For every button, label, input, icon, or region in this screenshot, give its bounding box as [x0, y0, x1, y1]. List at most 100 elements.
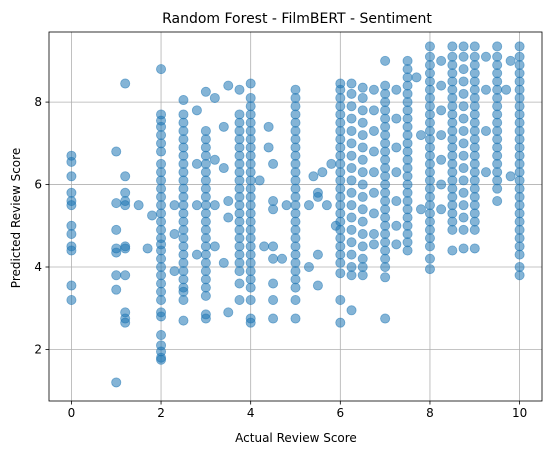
scatter-point — [335, 158, 346, 169]
scatter-point — [346, 163, 357, 174]
scatter-point — [447, 51, 458, 62]
scatter-point — [368, 229, 379, 240]
scatter-point — [514, 68, 525, 79]
scatter-point — [234, 266, 245, 277]
scatter-point — [492, 84, 503, 95]
scatter-point — [380, 196, 391, 207]
x-tick-label: 2 — [157, 406, 165, 420]
scatter-point — [514, 191, 525, 202]
scatter-point — [469, 200, 480, 211]
scatter-point — [458, 150, 469, 161]
scatter-point — [505, 55, 516, 66]
scatter-point — [200, 216, 211, 227]
scatter-point — [480, 84, 491, 95]
scatter-point — [245, 117, 256, 128]
scatter-point — [156, 354, 167, 365]
scatter-point — [200, 142, 211, 153]
scatter-point — [245, 183, 256, 194]
scatter-point — [514, 241, 525, 252]
scatter-point — [200, 200, 211, 211]
scatter-point — [245, 266, 256, 277]
scatter-point — [234, 208, 245, 219]
scatter-point — [447, 150, 458, 161]
scatter-point — [447, 216, 458, 227]
scatter-point — [391, 167, 402, 178]
scatter-point — [156, 311, 167, 322]
scatter-point — [191, 158, 202, 169]
scatter-point — [357, 92, 368, 103]
scatter-point — [424, 84, 435, 95]
scatter-point — [200, 290, 211, 301]
scatter-point — [368, 208, 379, 219]
scatter-point — [234, 233, 245, 244]
scatter-point — [245, 191, 256, 202]
scatter-point — [335, 241, 346, 252]
scatter-point — [147, 210, 158, 221]
scatter-point — [402, 187, 413, 198]
scatter-point — [402, 105, 413, 116]
scatter-point — [169, 229, 180, 240]
scatter-point — [447, 167, 458, 178]
scatter-point — [178, 200, 189, 211]
scatter-point — [469, 142, 480, 153]
scatter-point — [447, 134, 458, 145]
scatter-point — [424, 125, 435, 136]
scatter-point — [402, 163, 413, 174]
scatter-point — [234, 117, 245, 128]
scatter-point — [480, 167, 491, 178]
scatter-point — [402, 72, 413, 83]
scatter-point — [178, 117, 189, 128]
scatter-point — [234, 241, 245, 252]
scatter-point — [200, 167, 211, 178]
scatter-point — [492, 167, 503, 178]
scatter-point — [380, 237, 391, 248]
scatter-point — [218, 121, 229, 132]
scatter-point — [357, 167, 368, 178]
scatter-point — [402, 55, 413, 66]
scatter-point — [290, 142, 301, 153]
scatter-point — [402, 130, 413, 141]
scatter-point — [357, 117, 368, 128]
scatter-point — [268, 204, 279, 215]
scatter-point — [346, 187, 357, 198]
scatter-point — [357, 241, 368, 252]
scatter-point — [308, 171, 319, 182]
scatter-point — [303, 200, 314, 211]
scatter-point — [424, 92, 435, 103]
scatter-point — [458, 243, 469, 254]
scatter-point — [290, 216, 301, 227]
scatter-point — [402, 212, 413, 223]
scatter-point — [245, 294, 256, 305]
scatter-point — [156, 208, 167, 219]
scatter-point — [380, 179, 391, 190]
scatter-point — [335, 208, 346, 219]
scatter-point — [492, 41, 503, 52]
scatter-point — [200, 257, 211, 268]
scatter-point — [424, 41, 435, 52]
scatter-point — [436, 80, 447, 91]
scatter-point — [469, 134, 480, 145]
scatter-point — [415, 130, 426, 141]
scatter-point — [200, 183, 211, 194]
y-tick-label: 2 — [34, 342, 42, 356]
scatter-point — [380, 229, 391, 240]
scatter-point — [402, 146, 413, 157]
scatter-point — [447, 208, 458, 219]
scatter-point — [209, 200, 220, 211]
scatter-point — [501, 84, 512, 95]
scatter-point — [312, 191, 323, 202]
scatter-point — [156, 64, 167, 75]
scatter-point — [469, 208, 480, 219]
scatter-point — [66, 280, 77, 291]
x-tick-label: 8 — [426, 406, 434, 420]
scatter-point — [234, 167, 245, 178]
scatter-point — [514, 183, 525, 194]
scatter-point — [312, 249, 323, 260]
scatter-point — [402, 154, 413, 165]
scatter-point — [514, 224, 525, 235]
scatter-point — [469, 150, 480, 161]
scatter-point — [458, 125, 469, 136]
scatter-point — [156, 216, 167, 227]
scatter-point — [402, 113, 413, 124]
